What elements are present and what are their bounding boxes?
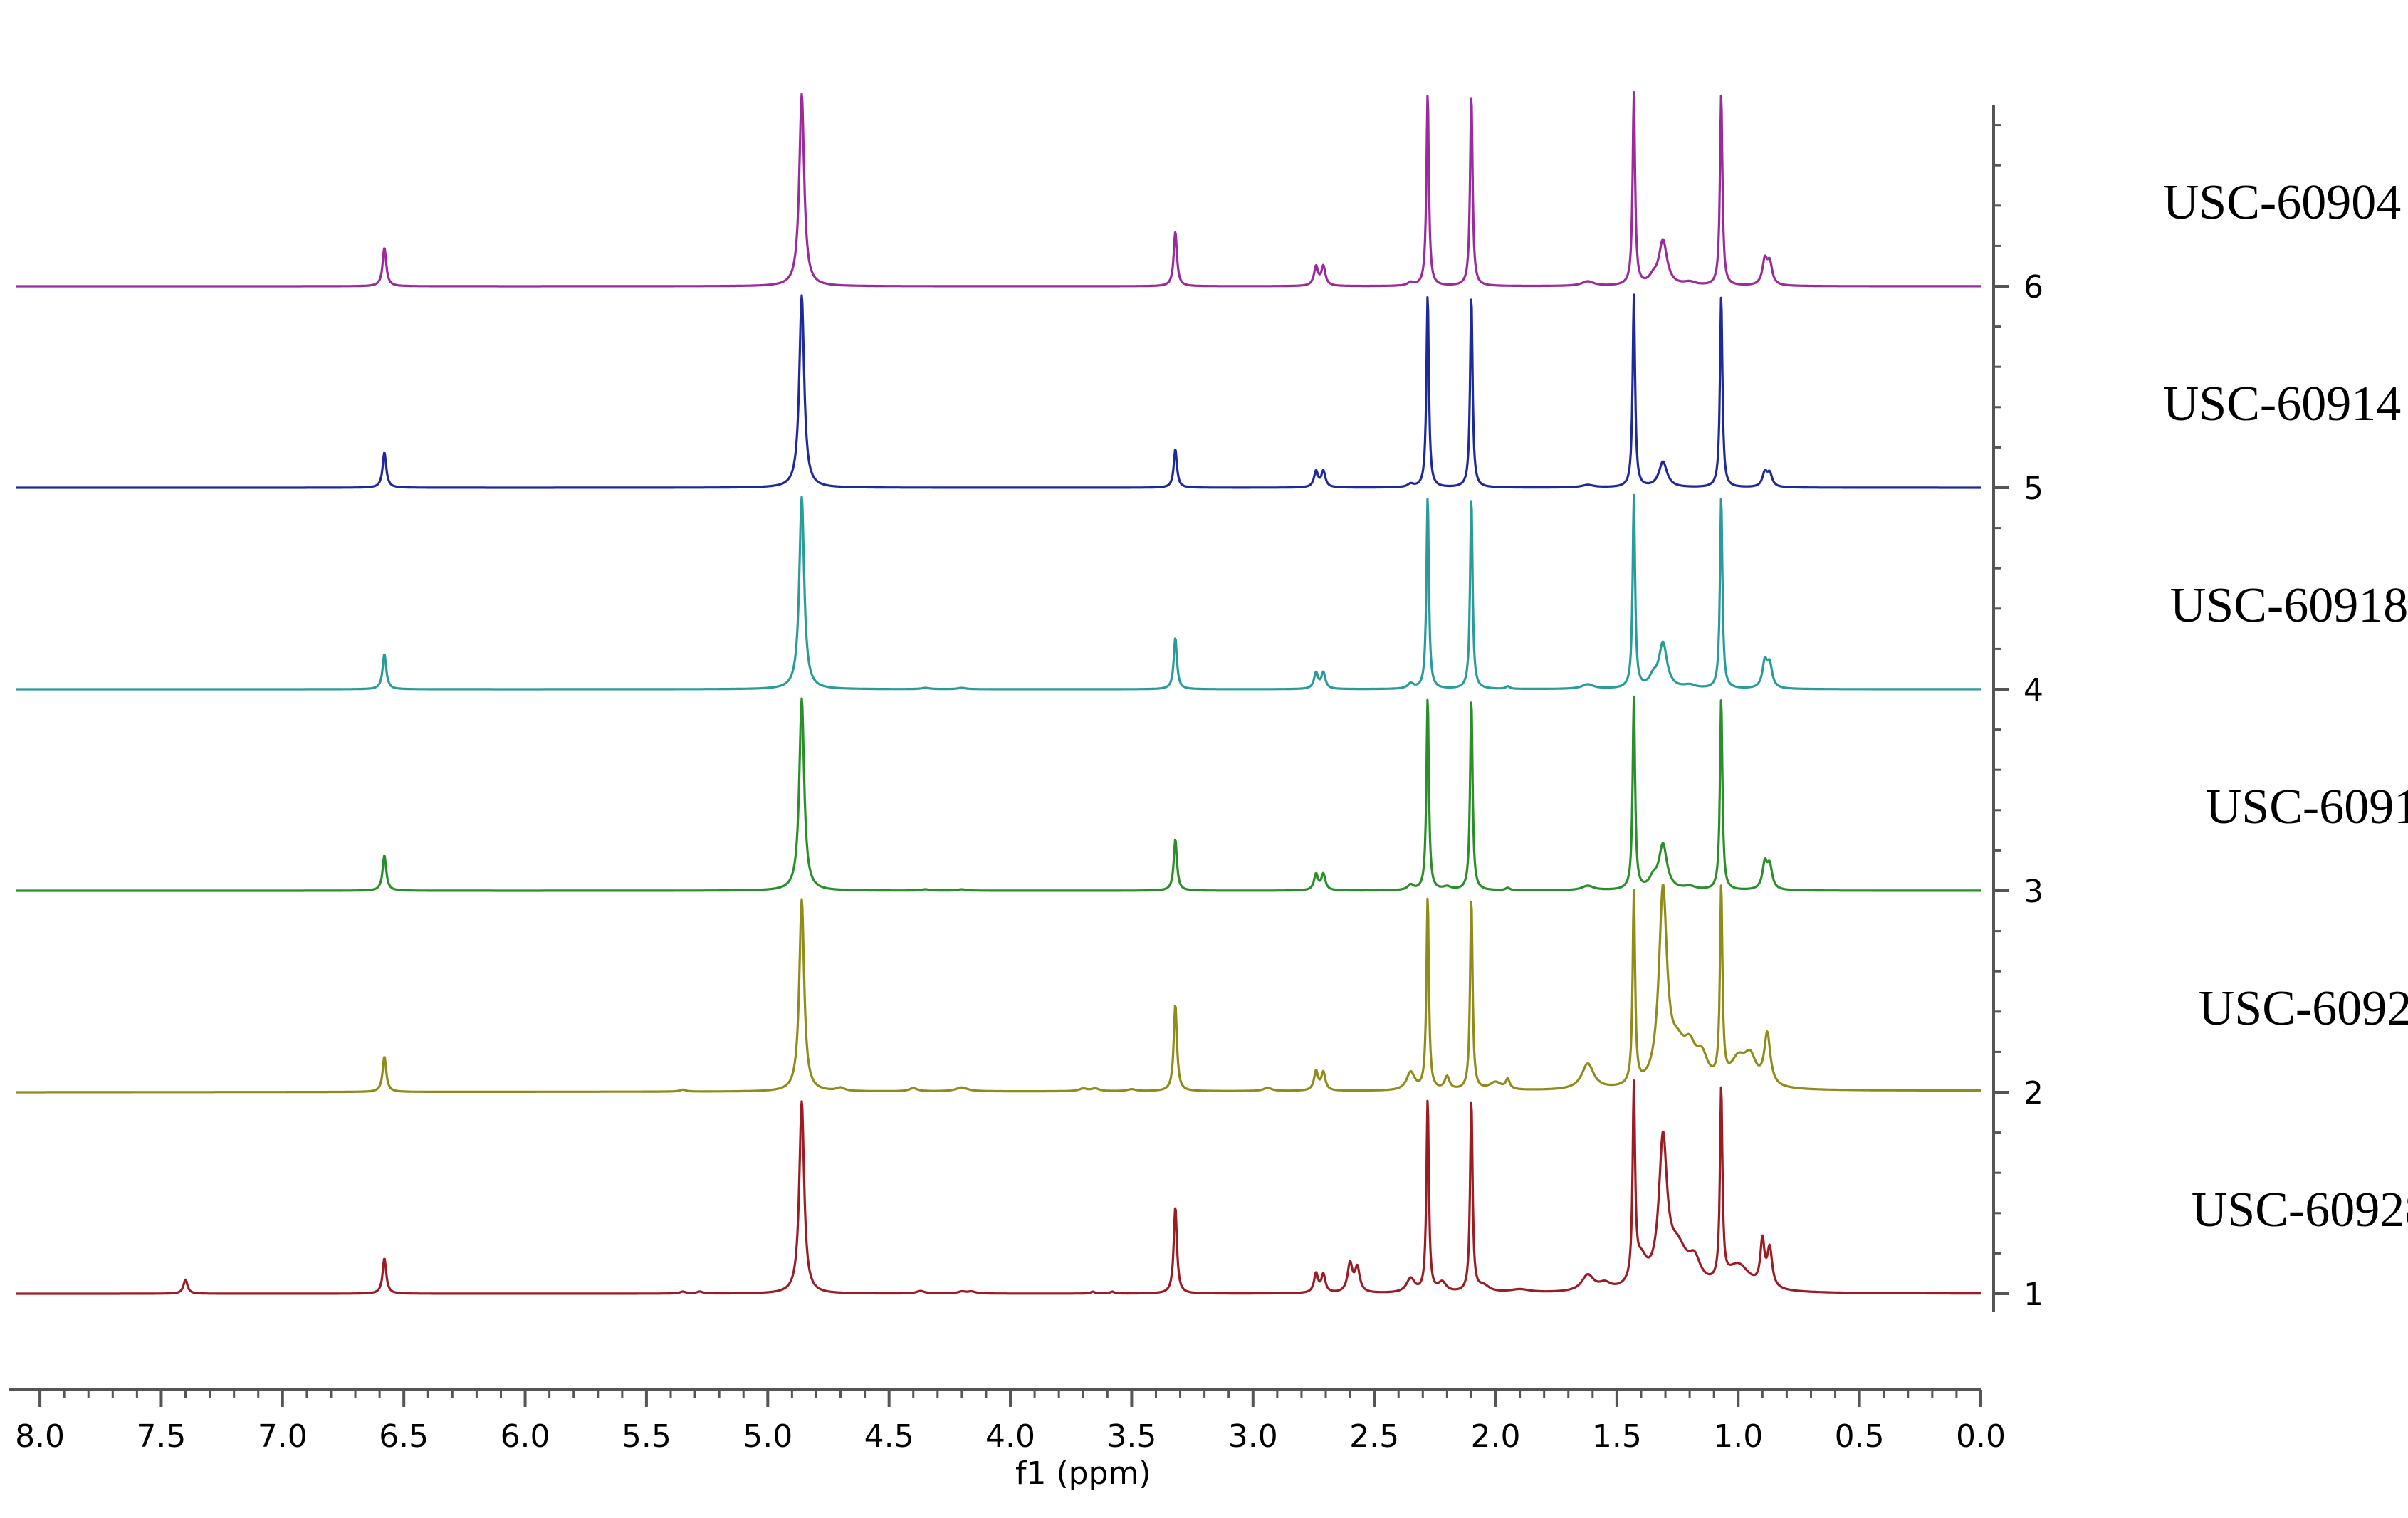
spectrum-trace [15, 91, 1982, 288]
x-axis-title: f1 (ppm) [1015, 1455, 1151, 1492]
spectrum-trace [15, 493, 1982, 691]
y-tick-label: 4 [2024, 672, 2043, 708]
x-tick-label: 2.5 [1349, 1418, 1399, 1455]
x-tick-label: 3.0 [1228, 1418, 1278, 1455]
y-tick-label: 6 [2024, 269, 2043, 305]
x-tick-label: 5.5 [622, 1418, 671, 1455]
y-tick-label: 5 [2024, 471, 2043, 507]
x-tick-label: 4.0 [985, 1418, 1035, 1455]
series-label: USC-60928 [2192, 1183, 2408, 1237]
spectrum-trace [15, 884, 1982, 1094]
x-tick-label: 6.5 [379, 1418, 429, 1455]
x-tick-label: 0.0 [1956, 1418, 2006, 1455]
x-tick-label: 3.5 [1106, 1418, 1156, 1455]
x-tick-label: 5.0 [743, 1418, 792, 1455]
x-tick-label: 4.5 [864, 1418, 914, 1455]
series-label: USC-60904 [2163, 175, 2401, 230]
y-tick-label: 1 [2024, 1277, 2043, 1313]
sample-labels: USC-60928 USC-60923 USC-60919 USC-60918 USC-… [2163, 175, 2408, 1237]
spectrum-trace [15, 293, 1982, 489]
x-tick-label: 1.5 [1592, 1418, 1642, 1455]
x-axis-ticks: 8.0 7.5 7.0 6.5 6.0 5.5 5.0 4.5 4.0 3.5 3.0 2.5 2.0 1… [15, 1390, 2006, 1455]
y-tick-label: 3 [2024, 874, 2043, 910]
series-label: USC-60914 [2163, 377, 2401, 431]
x-tick-label: 7.5 [136, 1418, 186, 1455]
x-tick-label: 7.0 [258, 1418, 308, 1455]
spectrum-trace [15, 1079, 1982, 1295]
y-axis-ticks: 1 2 3 4 5 6 [1994, 124, 2043, 1313]
x-tick-label: 0.5 [1835, 1418, 1885, 1455]
series-label: USC-60918 [2170, 578, 2408, 633]
x-tick-label: 2.0 [1471, 1418, 1521, 1455]
series-label: USC-60919 [2206, 780, 2408, 834]
y-tick-label: 2 [2024, 1075, 2043, 1111]
spectrum-trace [15, 695, 1982, 892]
x-tick-label: 6.0 [501, 1418, 550, 1455]
x-tick-label: 1.0 [1713, 1418, 1763, 1455]
x-tick-label: 8.0 [15, 1418, 65, 1455]
series-label: USC-60923 [2199, 981, 2408, 1036]
spectrum-traces [15, 91, 1982, 1295]
